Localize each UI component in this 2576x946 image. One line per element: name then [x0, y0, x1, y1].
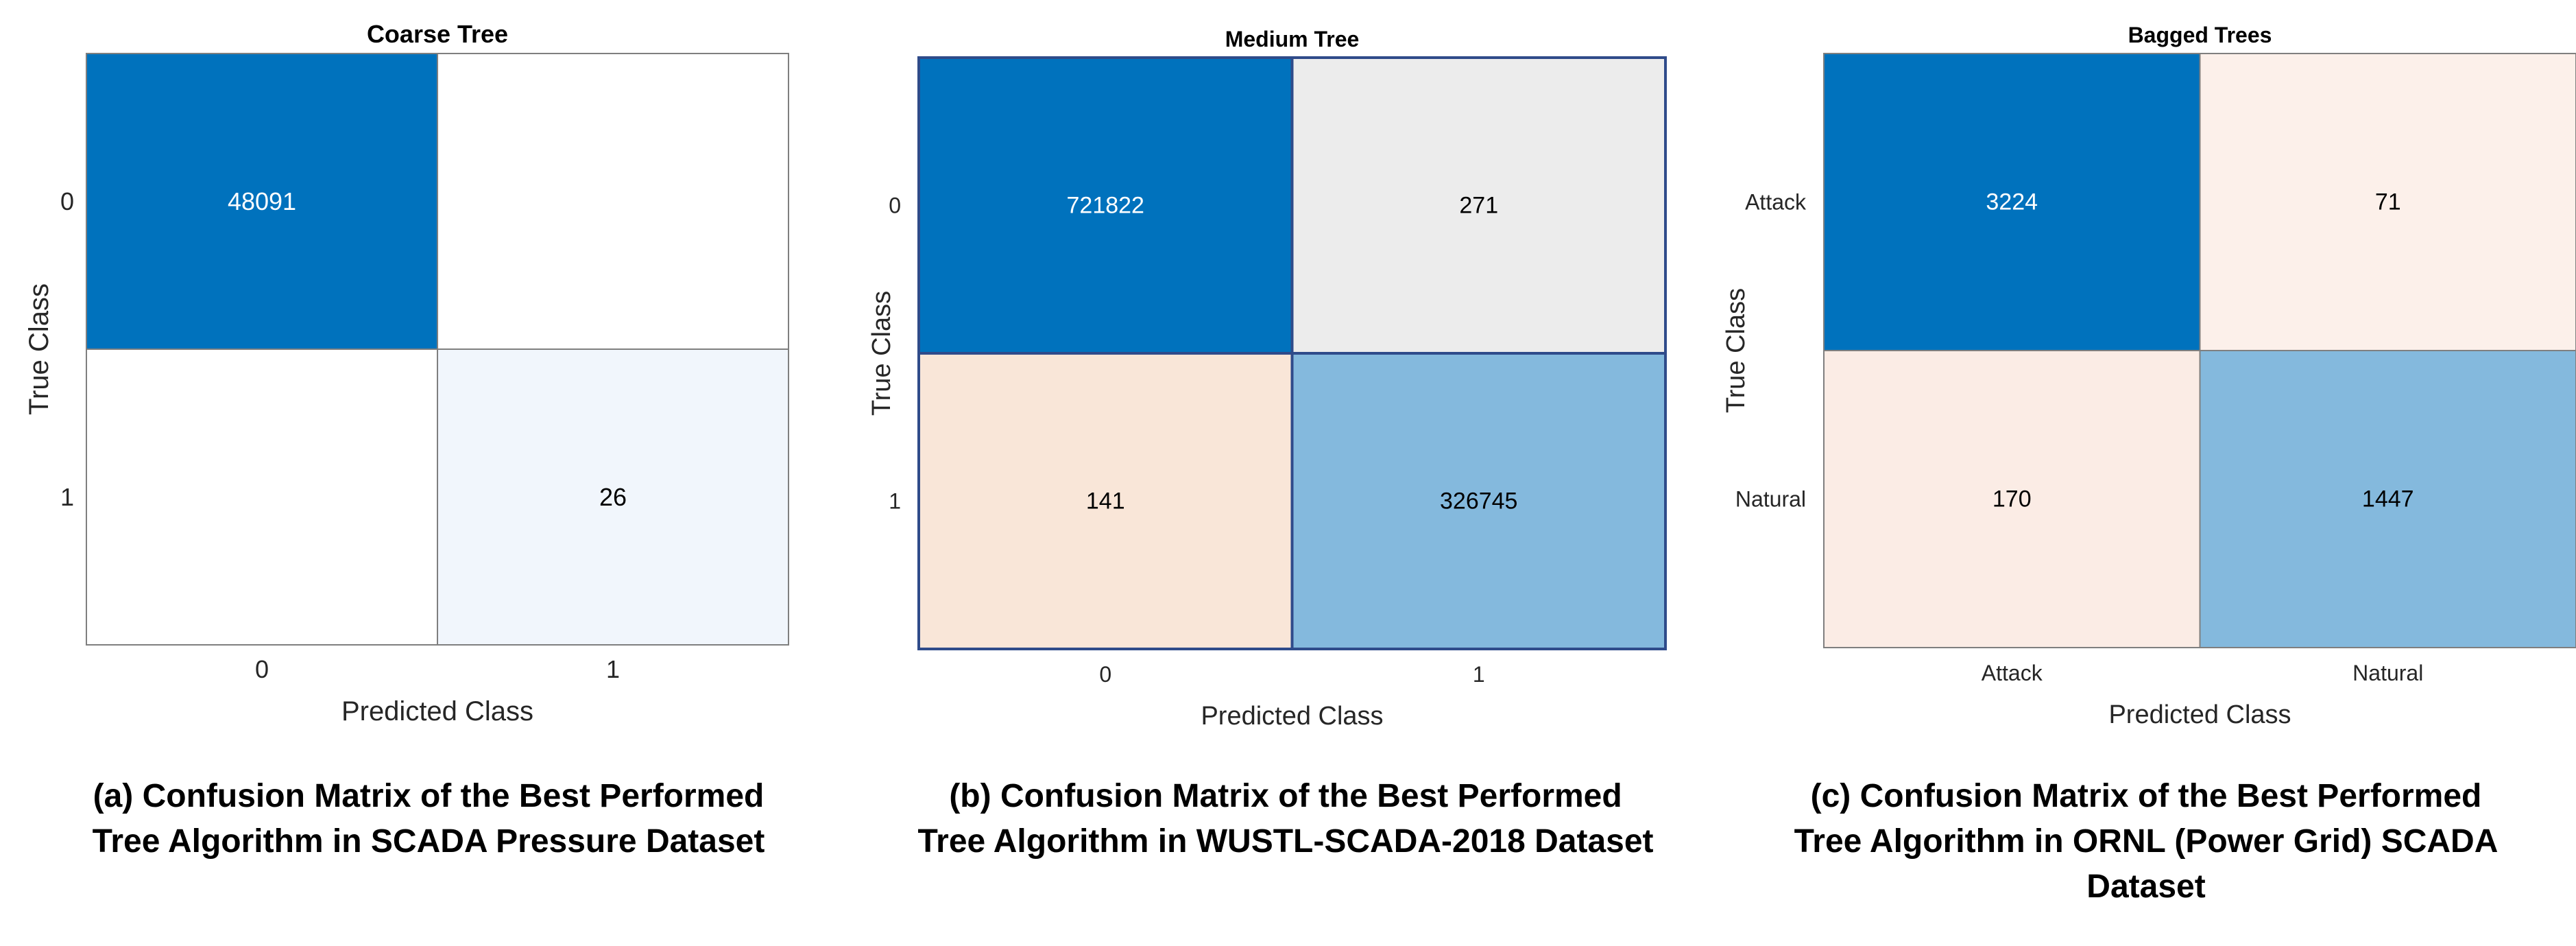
y-tick-label: 1	[60, 483, 74, 511]
panel-bagged-trees: Bagged Trees 3224 71 170 1447 Attack Natural At…	[1714, 0, 2576, 946]
confusion-matrix-medium-tree: Medium Tree 721822 271 141 326745 0 1 0 1 Predict…	[867, 27, 1667, 731]
panel-coarse-tree: Coarse Tree 48091 26 0 1 0 1 Predicted Class Tru…	[0, 0, 857, 946]
x-tick-label: 0	[255, 655, 269, 683]
cell-value-label: 141	[1086, 488, 1125, 515]
y-axis-label: True Class	[867, 291, 896, 416]
cell-value-label: 721822	[1067, 193, 1144, 219]
caption-line: Tree Algorithm in WUSTL-SCADA-2018 Datas…	[917, 823, 1654, 860]
panel-medium-tree: Medium Tree 721822 271 141 326745 0 1 0 1 Predict…	[857, 0, 1714, 946]
cell-value-label: 71	[2375, 189, 2401, 215]
x-tick-label: 0	[1099, 662, 1111, 687]
matrix-cell	[86, 348, 438, 646]
cell-value-label: 26	[599, 483, 627, 511]
x-axis-label: Predicted Class	[1201, 702, 1383, 731]
y-tick-label: Attack	[1745, 190, 1807, 215]
caption-line: (b) Confusion Matrix of the Best Perform…	[949, 778, 1622, 814]
x-tick-label: 1	[1473, 662, 1485, 687]
matrix-cell	[1823, 350, 2201, 648]
x-tick-label: Attack	[1982, 661, 2043, 685]
matrix-cell	[2199, 53, 2576, 351]
caption-line: (a) Confusion Matrix of the Best Perform…	[93, 778, 765, 814]
confusion-matrix-bagged-trees: Bagged Trees 3224 71 170 1447 Attack Natural At…	[1722, 23, 2576, 729]
chart-title: Coarse Tree	[367, 20, 508, 48]
confusion-matrix-coarse-tree: Coarse Tree 48091 26 0 1 0 1 Predicted Class Tru…	[24, 20, 789, 726]
y-tick-label: 1	[889, 489, 901, 514]
matrix-cell	[2199, 350, 2576, 648]
y-axis-label: True Class	[1722, 288, 1750, 413]
x-tick-label: 1	[606, 655, 620, 683]
cell-value-label: 326745	[1440, 488, 1517, 515]
caption-line: (c) Confusion Matrix of the Best Perform…	[1810, 778, 2482, 814]
matrix-cell	[437, 348, 789, 646]
cell-value-label: 3224	[1986, 189, 2038, 215]
caption-a: (a) Confusion Matrix of the Best Perform…	[21, 774, 836, 864]
matrix-cell	[437, 53, 789, 350]
caption-c: (c) Confusion Matrix of the Best Perform…	[1735, 774, 2557, 910]
cell-highlight-border	[917, 352, 1294, 650]
cell-value-label: 170	[1993, 486, 2032, 512]
chart-title: Bagged Trees	[2128, 23, 2272, 47]
y-tick-label: 0	[889, 193, 901, 218]
x-tick-label: Natural	[2352, 661, 2423, 685]
caption-b: (b) Confusion Matrix of the Best Perform…	[891, 774, 1680, 864]
matrix-border	[1823, 53, 2576, 648]
chart-title: Medium Tree	[1225, 27, 1360, 51]
x-axis-label: Predicted Class	[2108, 700, 2291, 729]
y-tick-label: 0	[60, 187, 74, 215]
cell-value-label: 1447	[2362, 486, 2414, 512]
matrix-cell	[1823, 53, 2201, 351]
y-tick-label: Natural	[1735, 487, 1806, 512]
caption-line: Tree Algorithm in SCADA Pressure Dataset	[92, 823, 765, 860]
cell-value-label: 271	[1459, 193, 1498, 219]
matrix-cell	[1291, 353, 1666, 650]
y-axis-label: True Class	[24, 283, 54, 415]
cell-highlight-border	[1290, 56, 1667, 355]
cell-value-label: 48091	[228, 187, 296, 215]
caption-line: Tree Algorithm in ORNL (Power Grid) SCAD…	[1794, 823, 2499, 860]
caption-line: Dataset	[2086, 868, 2206, 905]
x-axis-label: Predicted Class	[341, 696, 533, 726]
matrix-cell	[86, 53, 438, 350]
matrix-border	[86, 53, 789, 646]
